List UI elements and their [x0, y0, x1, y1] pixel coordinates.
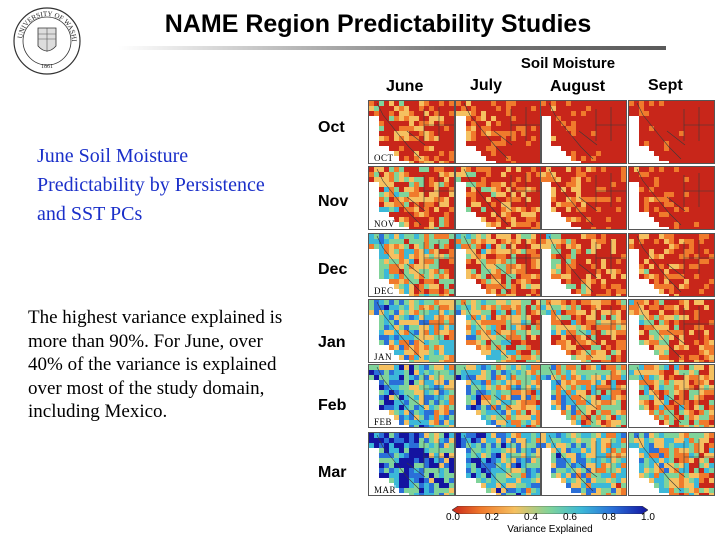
map-panel: [540, 233, 627, 297]
map-panel: [628, 299, 715, 363]
map-panel: [628, 432, 715, 496]
map-panel: MAR: [368, 432, 455, 496]
map-panel-month-tag: FEB: [374, 417, 393, 427]
colorbar-tick: 0.2: [485, 512, 499, 523]
map-panel: [455, 364, 542, 428]
grid-super-title: Soil Moisture: [520, 55, 616, 72]
title-underline: [118, 46, 666, 50]
column-header-august: August: [550, 78, 606, 95]
map-panel-month-tag: JAN: [374, 352, 393, 362]
university-seal-logo: UNIVERSITY OF WASHINGTON 1861: [12, 6, 81, 75]
map-panel-month-tag: NOV: [374, 219, 395, 229]
map-panel: NOV: [368, 166, 455, 230]
map-panel-month-tag: MAR: [374, 485, 397, 495]
map-panel: [540, 364, 627, 428]
row-header-jan: Jan: [318, 334, 346, 351]
colorbar-tick: 0.0: [446, 512, 460, 523]
predictability-heading: June Soil Moisture Predictability by Per…: [37, 145, 265, 225]
row-header-oct: Oct: [318, 119, 345, 136]
map-panel: [455, 299, 542, 363]
map-panel: FEB: [368, 364, 455, 428]
map-panel: [540, 100, 627, 164]
seal-year: 1861: [41, 64, 53, 70]
map-panel: [628, 166, 715, 230]
colorbar-tick: 0.6: [563, 512, 577, 523]
row-header-dec: Dec: [318, 261, 348, 278]
colorbar: [451, 501, 649, 515]
map-panel: [455, 432, 542, 496]
column-header-july: July: [470, 77, 503, 94]
map-panel: [540, 166, 627, 230]
row-header-nov: Nov: [318, 193, 349, 210]
colorbar-tick: 0.4: [524, 512, 538, 523]
map-panel: [628, 364, 715, 428]
map-panel-month-tag: DEC: [374, 286, 394, 296]
map-panel: [628, 100, 715, 164]
row-header-mar: Mar: [318, 464, 347, 481]
map-panel: [540, 432, 627, 496]
map-panel: OCT: [368, 100, 455, 164]
map-panel-month-tag: OCT: [374, 153, 394, 163]
map-panel: DEC: [368, 233, 455, 297]
colorbar-label: Variance Explained: [507, 524, 593, 535]
map-panel: [455, 166, 542, 230]
map-panel: [540, 299, 627, 363]
summary-paragraph: The highest variance explained is more t…: [28, 307, 283, 422]
row-header-feb: Feb: [318, 397, 347, 414]
page-title: NAME Region Predictability Studies: [164, 10, 592, 38]
column-header-sept: Sept: [648, 77, 683, 94]
map-panel: [455, 100, 542, 164]
colorbar-tick: 1.0: [641, 512, 655, 523]
colorbar-tick: 0.8: [602, 512, 616, 523]
map-panel: [628, 233, 715, 297]
map-panel: JAN: [368, 299, 455, 363]
column-header-june: June: [386, 78, 424, 95]
map-panel: [455, 233, 542, 297]
